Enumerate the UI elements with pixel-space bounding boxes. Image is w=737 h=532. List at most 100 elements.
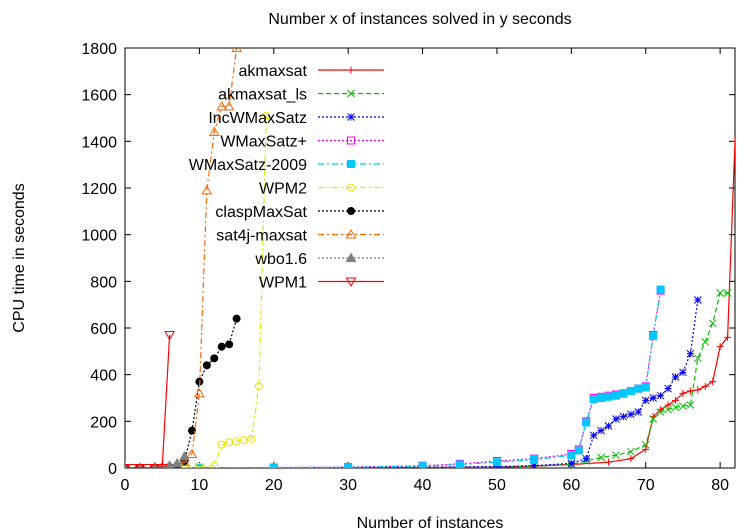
data-point <box>671 403 680 412</box>
series-wmaxsatz-2009 <box>125 285 665 468</box>
legend-entry: WMaxSatz-2009 <box>189 157 384 174</box>
legend-label: WPM2 <box>259 181 307 198</box>
data-point <box>530 455 539 464</box>
data-point <box>634 408 643 416</box>
data-point <box>656 285 665 294</box>
data-point <box>626 387 635 395</box>
data-point <box>210 354 219 363</box>
legend-marker <box>345 228 357 239</box>
series-sat4j-maxsat <box>125 48 242 468</box>
data-point <box>686 349 695 358</box>
data-point <box>194 387 205 398</box>
data-point <box>223 100 235 111</box>
y-tick-label: 1400 <box>81 134 117 151</box>
series-line <box>125 141 735 468</box>
data-point <box>530 461 538 468</box>
data-point <box>716 343 724 351</box>
series-line <box>125 299 699 468</box>
legend: akmaxsat akmaxsat_ls IncWMaxSatz WMaxSatz+ W… <box>189 63 384 292</box>
legend-entry: akmaxsat_ls <box>218 87 384 104</box>
legend-label: WMaxSatz+ <box>220 134 307 151</box>
series-line <box>125 290 662 468</box>
data-point <box>344 463 353 468</box>
data-point <box>619 412 628 421</box>
data-point <box>127 464 138 468</box>
data-point <box>664 384 672 393</box>
data-point <box>641 383 650 392</box>
x-tick-label: 80 <box>711 477 729 494</box>
x-tick-label: 30 <box>339 477 357 494</box>
data-point <box>134 464 146 468</box>
legend-label: WPM1 <box>259 275 307 292</box>
data-point <box>641 440 650 449</box>
data-point <box>679 389 687 397</box>
legend-entry: claspMaxSat <box>215 204 384 221</box>
series-akmaxsat-ls <box>125 289 732 468</box>
data-point <box>723 289 732 297</box>
data-point <box>151 461 159 468</box>
data-point <box>716 289 724 297</box>
data-point <box>627 447 635 456</box>
data-point <box>693 296 702 304</box>
data-point <box>187 426 196 435</box>
y-tick-label: 0 <box>108 461 117 478</box>
y-axis-label: CPU time in seconds <box>11 183 28 332</box>
data-point <box>232 437 241 446</box>
x-tick-label: 10 <box>190 477 208 494</box>
data-point <box>671 396 679 404</box>
data-point <box>701 382 709 390</box>
y-tick-label: 1600 <box>81 88 117 105</box>
axis-ticks: 0 10 20 30 40 50 60 70 8002004006008001000120014… <box>81 41 735 494</box>
data-point <box>604 392 613 401</box>
data-point <box>605 458 613 466</box>
legend-label: sat4j-maxsat <box>216 228 307 245</box>
data-point <box>694 386 702 394</box>
data-point <box>179 456 190 467</box>
data-point <box>597 394 606 402</box>
legend-marker <box>345 252 357 262</box>
legend-label: IncWMaxSatz <box>208 110 307 127</box>
data-point <box>210 461 219 468</box>
data-point <box>664 401 672 409</box>
x-tick-label: 50 <box>488 477 506 494</box>
data-point <box>709 378 717 386</box>
data-point <box>731 137 735 145</box>
y-tick-label: 800 <box>90 274 117 291</box>
data-point <box>649 415 658 423</box>
data-point <box>156 464 168 468</box>
data-point <box>269 463 278 468</box>
data-point <box>492 458 501 467</box>
chart-title: Number x of instances solved in y second… <box>268 11 571 28</box>
data-point <box>597 453 605 462</box>
data-point <box>232 314 241 323</box>
data-point <box>574 446 583 455</box>
data-point <box>254 382 263 391</box>
data-point <box>656 391 665 400</box>
data-point <box>418 462 427 468</box>
data-point <box>649 394 658 402</box>
legend-entry: wbo1.6 <box>254 251 384 268</box>
y-tick-label: 400 <box>90 368 117 385</box>
legend-marker <box>347 183 355 192</box>
data-point <box>582 418 591 427</box>
legend-label: akmaxsat_ls <box>218 87 307 104</box>
legend-entry: sat4j-maxsat <box>216 228 384 245</box>
series-wpm1 <box>125 331 175 468</box>
legend-entry: WMaxSatz+ <box>220 134 384 151</box>
legend-label: claspMaxSat <box>215 204 307 221</box>
data-point <box>656 408 665 416</box>
series-wmaxsatz- <box>125 286 665 468</box>
x-tick-label: 60 <box>562 477 580 494</box>
series-line <box>125 289 662 468</box>
series-layer <box>125 48 735 468</box>
data-point <box>686 387 694 395</box>
x-tick-label: 0 <box>121 477 130 494</box>
legend-entry: WPM1 <box>259 275 384 292</box>
data-point <box>611 391 620 400</box>
data-point <box>195 462 204 468</box>
series-incwmaxsatz <box>125 296 702 468</box>
data-point <box>179 450 190 461</box>
legend-entry: IncWMaxSatz <box>208 110 384 127</box>
legend-entry: WPM2 <box>259 181 384 198</box>
